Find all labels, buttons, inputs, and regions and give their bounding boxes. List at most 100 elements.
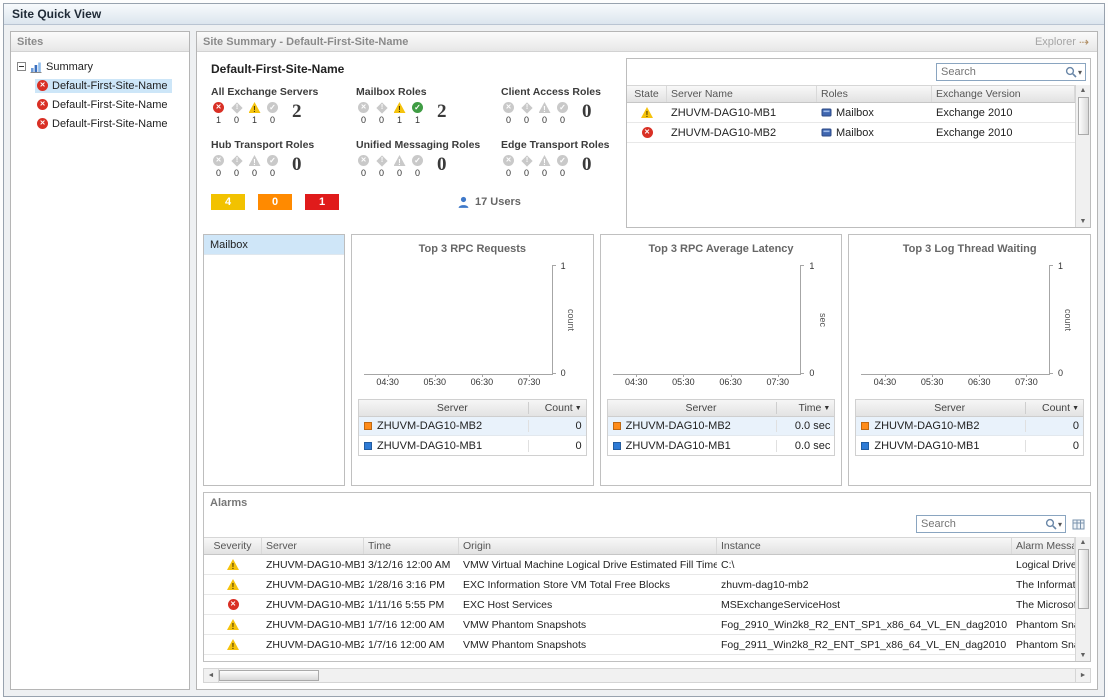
fatal-stack: 0 xyxy=(211,155,226,178)
legend-row-2[interactable]: ZHUVM-DAG10-MB1 0 xyxy=(856,436,1083,455)
col-instance[interactable]: Instance xyxy=(717,538,1012,554)
warning-icon xyxy=(248,102,261,113)
col-origin[interactable]: Origin xyxy=(459,538,717,554)
group-total: 0 xyxy=(292,154,302,175)
col-server-name[interactable]: Server Name xyxy=(667,86,817,102)
col-time-sorted[interactable]: Time ▼ xyxy=(776,402,834,414)
role-item-mailbox[interactable]: Mailbox xyxy=(204,235,344,255)
tree-item-site-1[interactable]: Default-First-Site-Name xyxy=(13,76,187,95)
warning-icon xyxy=(538,155,551,166)
group-total: 0 xyxy=(582,101,592,122)
alarms-table-header: Severity Server Time Origin Instance Ala… xyxy=(204,537,1075,555)
sort-desc-icon: ▼ xyxy=(574,404,582,412)
col-count-sorted[interactable]: Count ▼ xyxy=(1025,402,1083,414)
sites-tree: Summary Default-First-Site-Name Default-… xyxy=(11,52,189,138)
scrollbar-thumb[interactable] xyxy=(219,670,319,681)
alarm-row-2[interactable]: ZHUVM-DAG10-MB2 1/28/16 3:16 PM EXC Info… xyxy=(204,575,1075,595)
alarm-row-4[interactable]: ZHUVM-DAG10-MB1 1/7/16 12:00 AM VMW Phan… xyxy=(204,615,1075,635)
alarms-scrollbar[interactable]: ▲ ▼ xyxy=(1075,537,1090,661)
server-row-2[interactable]: ZHUVM-DAG10-MB2 Mailbox Exchange 2010 xyxy=(627,123,1075,143)
col-alarm-message[interactable]: Alarm Message xyxy=(1012,538,1075,554)
col-state[interactable]: State xyxy=(627,86,667,102)
legend-header: Server Count ▼ xyxy=(359,400,586,417)
series-swatch xyxy=(364,422,372,430)
critical-stack: 0 xyxy=(519,154,534,178)
server-table-body: State Server Name Roles Exchange Version… xyxy=(627,85,1090,227)
content-area: Sites Summary Default-First-Site-Name xyxy=(4,25,1104,696)
role-group-edge-transport-roles: Edge Transport Roles 0 0 0 0 0 xyxy=(501,139,616,178)
tree-item-site-2[interactable]: Default-First-Site-Name xyxy=(13,95,187,114)
normal-stack: 0 xyxy=(555,155,570,178)
col-roles[interactable]: Roles xyxy=(817,86,932,102)
normal-icon xyxy=(412,102,423,113)
server-search-input[interactable] xyxy=(937,66,1065,78)
scroll-up-icon[interactable]: ▲ xyxy=(1079,87,1087,94)
alarm-row-1[interactable]: ZHUVM-DAG10-MB1 3/12/16 12:00 AM VMW Vir… xyxy=(204,555,1075,575)
explorer-link[interactable]: Explorer ⇢ xyxy=(1035,32,1097,52)
tree-item-site-3[interactable]: Default-First-Site-Name xyxy=(13,114,187,133)
col-server[interactable]: Server xyxy=(934,402,966,414)
col-exchange-version[interactable]: Exchange Version xyxy=(932,86,1075,102)
legend-row-2[interactable]: ZHUVM-DAG10-MB1 0.0 sec xyxy=(608,436,835,455)
critical-count-badge[interactable]: 0 xyxy=(258,194,292,210)
server-table-scrollbar[interactable]: ▲ ▼ xyxy=(1075,85,1090,227)
scroll-down-icon[interactable]: ▼ xyxy=(1079,652,1087,659)
tree-item-summary[interactable]: Summary xyxy=(13,57,187,76)
col-server[interactable]: Server xyxy=(436,402,468,414)
role-group-all-exchange-servers: All Exchange Servers 1 0 1 0 2 xyxy=(211,86,356,125)
y-axis-min: 0 xyxy=(809,368,815,378)
tree-item-label: Default-First-Site-Name xyxy=(52,117,168,130)
mailbox-role-icon xyxy=(821,127,832,138)
legend-row-1[interactable]: ZHUVM-DAG10-MB2 0.0 sec xyxy=(607,417,835,436)
fatal-icon xyxy=(358,102,369,113)
alarm-row-3[interactable]: ZHUVM-DAG10-MB2 1/11/16 5:55 PM EXC Host… xyxy=(204,595,1075,615)
legend-row-1[interactable]: ZHUVM-DAG10-MB2 0 xyxy=(359,417,586,436)
col-server[interactable]: Server xyxy=(262,538,364,554)
critical-stack: 0 xyxy=(519,101,534,125)
tree-item-label: Default-First-Site-Name xyxy=(52,79,168,92)
col-count-sorted[interactable]: Count ▼ xyxy=(527,402,586,414)
app-window: Site Quick View Sites Summary Default xyxy=(3,3,1105,697)
horizontal-scrollbar[interactable]: ◄ ► xyxy=(203,668,1091,683)
scroll-right-icon[interactable]: ► xyxy=(1075,669,1090,682)
sort-desc-icon: ▼ xyxy=(823,404,831,412)
collapse-icon[interactable] xyxy=(17,62,26,71)
series-swatch xyxy=(612,441,621,450)
scrollbar-thumb[interactable] xyxy=(1077,549,1089,609)
warning-count-badge[interactable]: 4 xyxy=(211,194,245,210)
fatal-count-badge[interactable]: 1 xyxy=(305,194,339,210)
charts-region: Mailbox Top 3 RPC Requests 1 0 count 04:… xyxy=(203,234,1092,486)
alarm-row-5[interactable]: ZHUVM-DAG10-MB2 1/7/16 12:00 AM VMW Phan… xyxy=(204,635,1075,655)
alarms-search-input[interactable] xyxy=(917,518,1045,530)
main-body: Default-First-Site-Name All Exchange Ser… xyxy=(197,52,1097,689)
sites-panel-header: Sites xyxy=(11,32,189,52)
server-row-1[interactable]: ZHUVM-DAG10-MB1 Mailbox Exchange 2010 xyxy=(627,103,1075,123)
series-swatch xyxy=(612,422,621,430)
bar-chart-icon xyxy=(30,61,42,73)
col-time[interactable]: Time xyxy=(364,538,459,554)
critical-stack: 0 xyxy=(374,101,389,125)
x-axis-ticks: 04:30 05:30 06:30 07:30 xyxy=(613,374,802,387)
legend-row-1[interactable]: ZHUVM-DAG10-MB2 0 xyxy=(856,417,1084,436)
chart-rpc-requests: Top 3 RPC Requests 1 0 count 04:30 05:30 0… xyxy=(351,234,594,486)
normal-icon xyxy=(267,102,278,113)
legend-header: Server Time ▼ xyxy=(607,400,835,417)
scroll-down-icon[interactable]: ▼ xyxy=(1079,218,1087,225)
sites-panel: Sites Summary Default-First-Site-Name xyxy=(10,31,190,690)
customizer-icon[interactable] xyxy=(1072,518,1085,531)
critical-stack: 0 xyxy=(229,154,244,178)
main-panel-title: Site Summary - Default-First-Site-Name xyxy=(203,35,409,48)
scroll-left-icon[interactable]: ◄ xyxy=(204,669,219,682)
server-table-toolbar: ▾ xyxy=(627,59,1090,85)
legend-row-2[interactable]: ZHUVM-DAG10-MB1 0 xyxy=(359,436,586,455)
y-axis-max: 1 xyxy=(560,261,566,271)
scrollbar-thumb[interactable] xyxy=(1077,97,1089,135)
col-severity[interactable]: Severity xyxy=(204,538,262,554)
normal-stack: 0 xyxy=(555,102,570,125)
col-server[interactable]: Server xyxy=(685,402,717,414)
summary-region: Default-First-Site-Name All Exchange Ser… xyxy=(203,58,1091,228)
group-total: 0 xyxy=(437,154,447,175)
series-swatch xyxy=(861,441,870,450)
scroll-up-icon[interactable]: ▲ xyxy=(1079,539,1087,546)
y-axis-label: count xyxy=(565,308,576,331)
